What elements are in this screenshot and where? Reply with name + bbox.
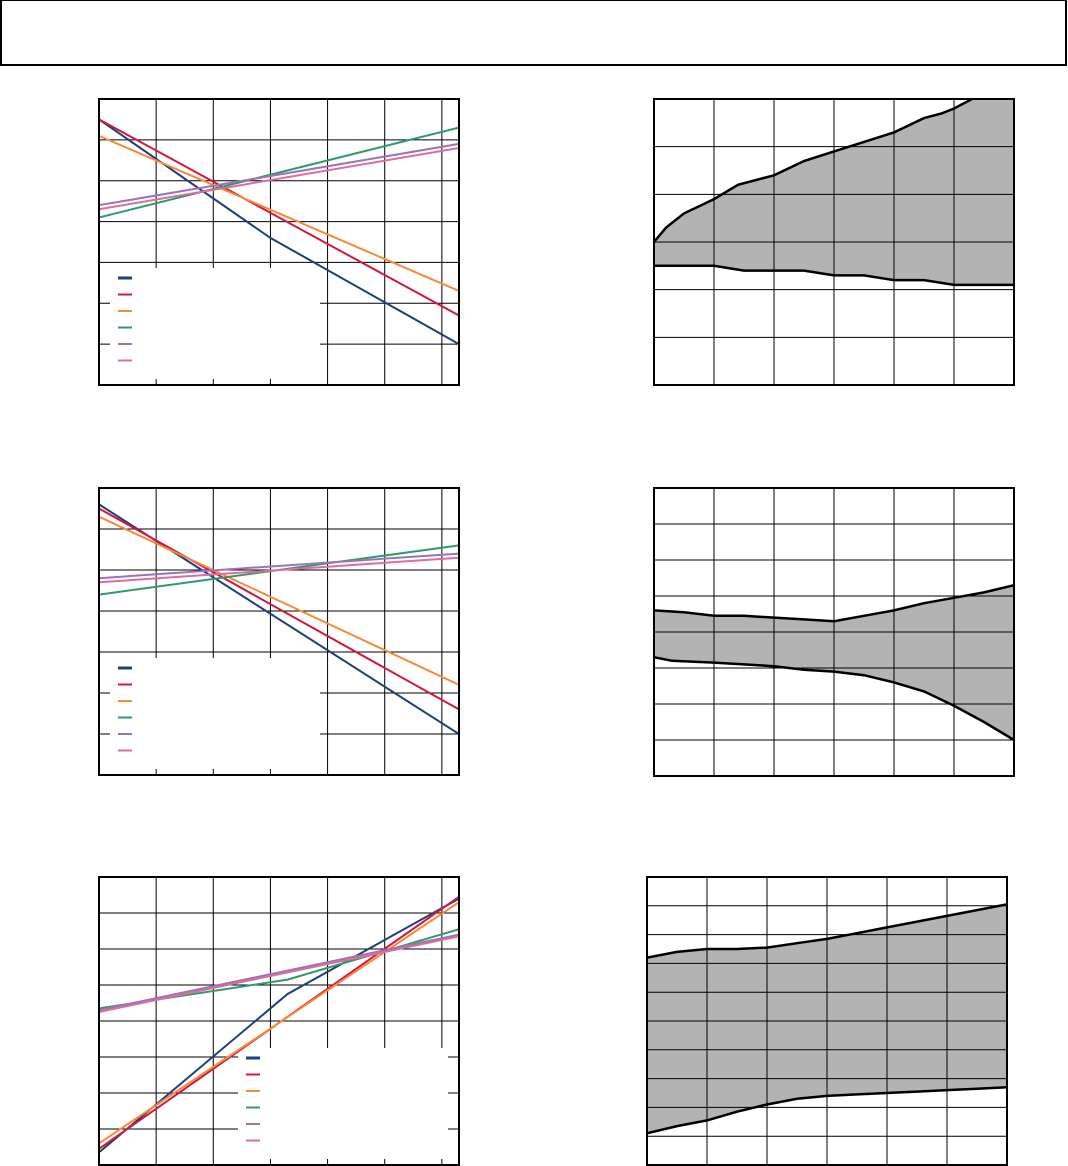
lower-bound-line: [647, 1085, 1007, 1135]
series-line-pink: [99, 147, 459, 211]
series-line-purple: [99, 933, 459, 1012]
plot-frame: [646, 876, 1008, 1166]
series-line-green: [99, 126, 459, 219]
series-line-orange: [99, 515, 459, 686]
chart-left-2: [98, 487, 460, 776]
series-line-purple: [99, 552, 459, 580]
series-line-red: [99, 507, 459, 711]
series-line-green: [99, 928, 459, 1010]
chart-left-3: [98, 876, 460, 1166]
series-line-pink: [99, 556, 459, 584]
series-line-purple: [99, 142, 459, 207]
series-line-orange: [99, 134, 459, 292]
legend-box: [110, 658, 320, 769]
legend-box: [238, 1048, 448, 1159]
series-line-navy: [99, 897, 459, 1154]
series-line-red: [99, 118, 459, 317]
plot-frame: [98, 487, 460, 776]
series-line-pink: [99, 935, 459, 1013]
upper-bound-line: [654, 583, 1014, 623]
chart-right-1: [653, 98, 1015, 386]
upper-bound-line: [647, 903, 1007, 959]
lower-bound-line: [654, 264, 1014, 287]
plot-frame: [653, 98, 1015, 386]
chart-left-1: [98, 98, 460, 386]
series-line-orange: [99, 901, 459, 1145]
chart-right-2: [653, 487, 1015, 777]
legend-box: [110, 268, 320, 379]
series-line-navy: [99, 118, 459, 345]
chart-right-3: [646, 876, 1008, 1166]
plot-frame: [98, 98, 460, 386]
header-box: [0, 0, 1067, 66]
plot-frame: [653, 487, 1015, 777]
lower-bound-line: [654, 655, 1014, 742]
plot-frame: [98, 876, 460, 1166]
upper-bound-line: [654, 99, 975, 243]
